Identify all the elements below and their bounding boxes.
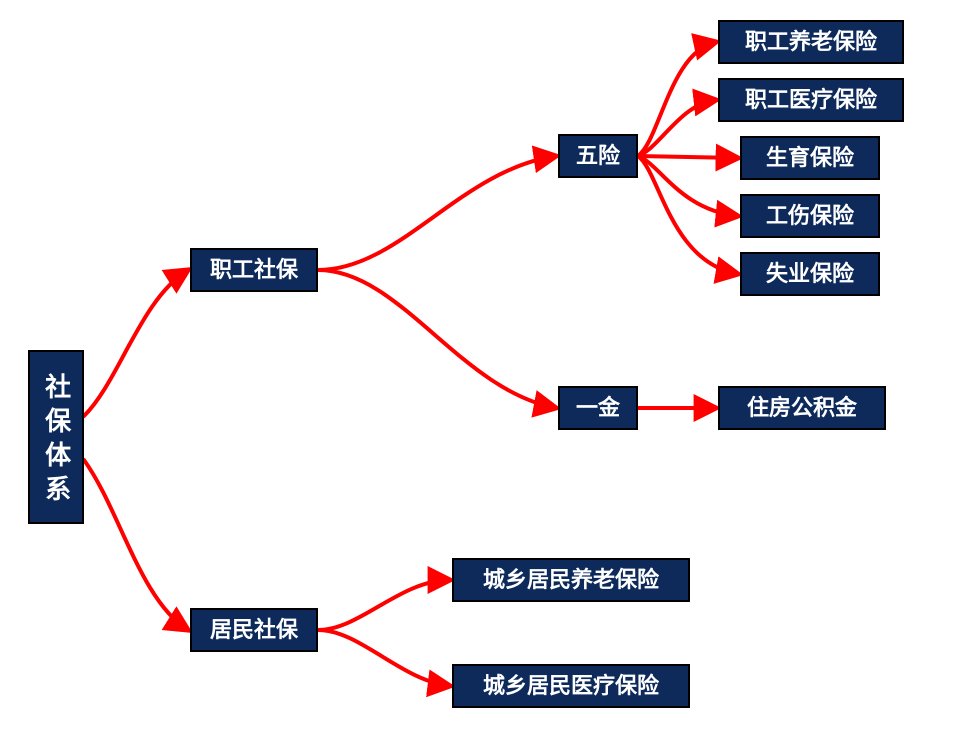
edge-root-to-emp [84,270,188,416]
edge-res-to-r2 [318,630,450,686]
edge-wux-to-p5 [638,156,738,274]
node-work-injury-insurance: 工伤保险 [740,194,880,238]
node-one-fund: 一金 [558,386,638,430]
node-resident-pension: 城乡居民养老保险 [452,558,690,602]
node-five-insurances: 五险 [558,134,638,178]
diagram-canvas: 社保体系 职工社保 居民社保 五险 一金 职工养老保险 职工医疗保险 生育保险 … [0,0,960,754]
node-resident-social-insurance: 居民社保 [190,608,318,652]
edge-root-to-res [84,460,188,630]
node-housing-fund: 住房公积金 [718,386,886,430]
edge-wux-to-p4 [638,156,738,216]
node-root: 社保体系 [28,350,84,524]
node-resident-medical: 城乡居民医疗保险 [452,664,690,708]
edge-emp-to-wux [318,156,556,270]
node-employee-pension: 职工养老保险 [718,20,904,64]
node-unemployment-insurance: 失业保险 [740,252,880,296]
edge-emp-to-yij [318,270,556,408]
edge-wux-to-p3 [638,156,738,158]
edge-res-to-r1 [318,580,450,630]
node-employee-social-insurance: 职工社保 [190,248,318,292]
node-employee-medical: 职工医疗保险 [718,78,904,122]
edge-wux-to-p1 [638,42,716,156]
edge-wux-to-p2 [638,100,716,156]
node-maternity-insurance: 生育保险 [740,136,880,180]
